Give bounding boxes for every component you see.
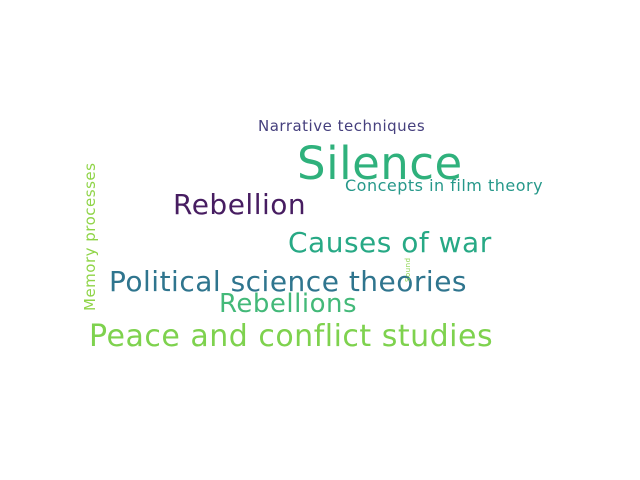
word-silence: Silence: [297, 137, 463, 190]
word-rebellions: Rebellions: [219, 289, 357, 319]
word-rebellion: Rebellion: [173, 188, 307, 221]
word-peace-and-conflict-studies: Peace and conflict studies: [89, 319, 494, 354]
word-memory-processes: Memory processes: [81, 162, 99, 311]
word-concepts-in-film-theory: Concepts in film theory: [345, 176, 544, 195]
word-causes-of-war: Causes of war: [288, 226, 492, 259]
word-sound: Sound: [404, 257, 412, 282]
word-narrative-techniques: Narrative techniques: [258, 117, 426, 135]
word-political-science-theories: Political science theories: [109, 265, 468, 298]
